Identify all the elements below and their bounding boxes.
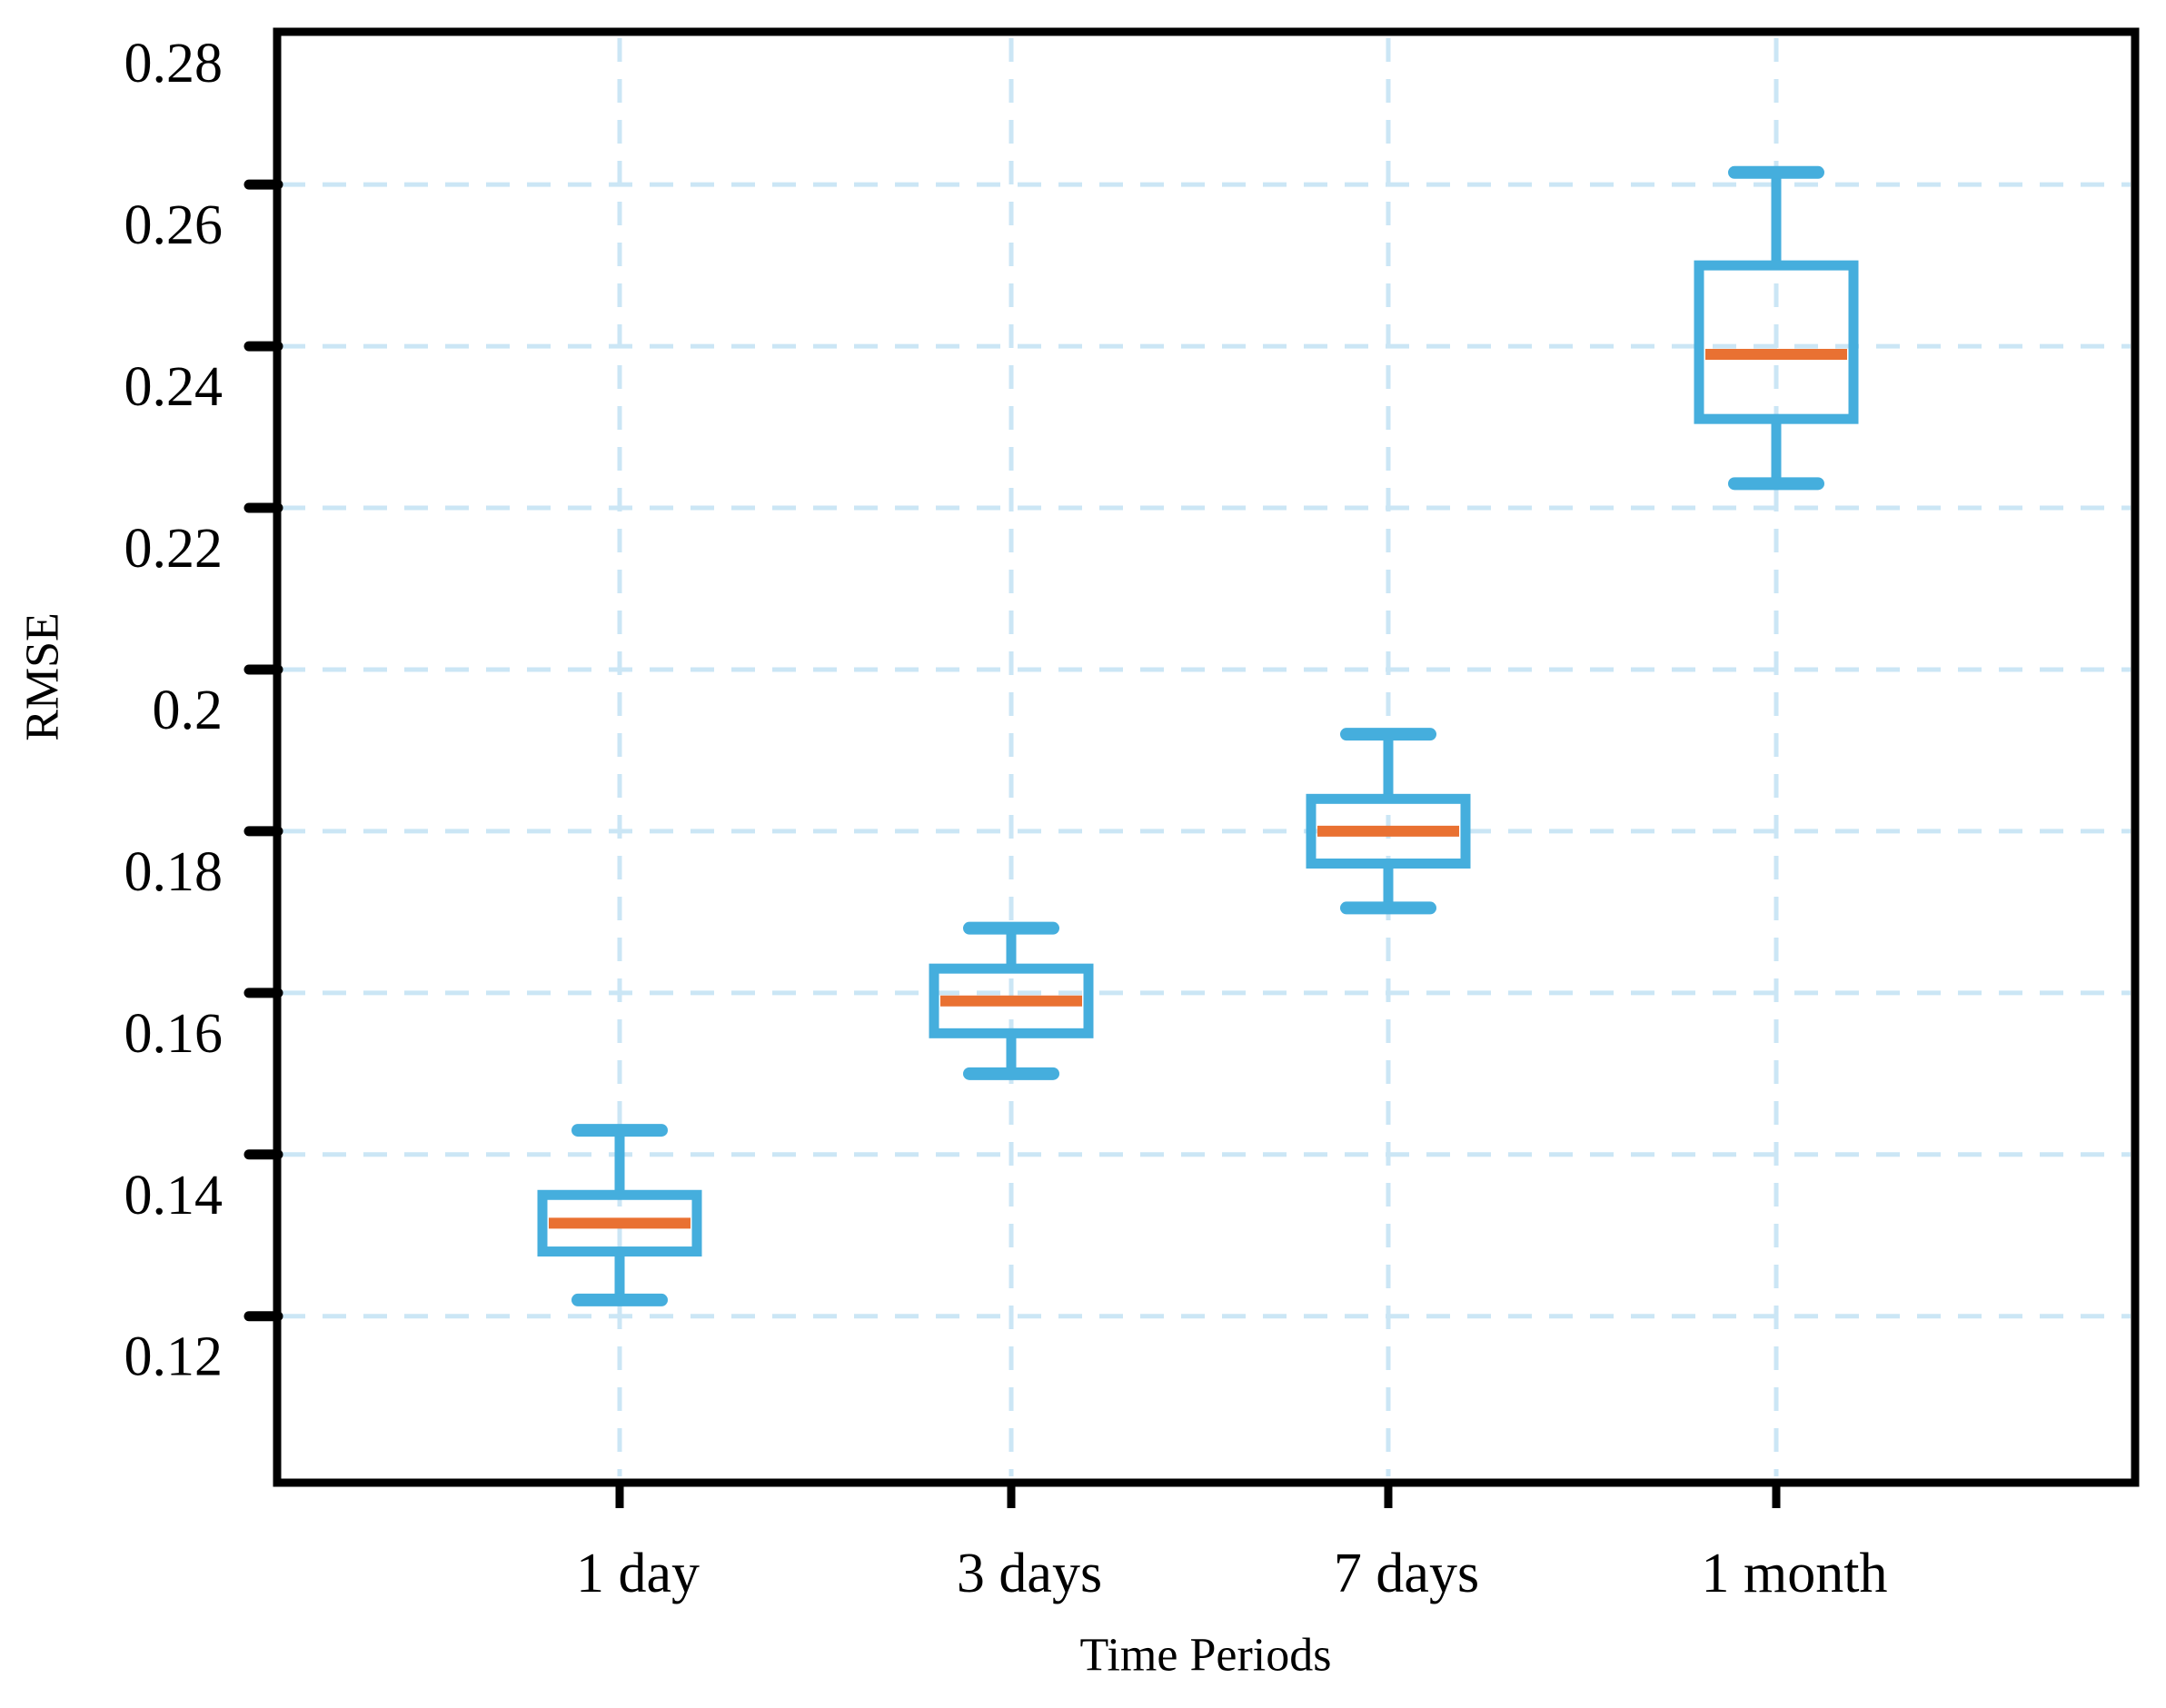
x-tick-label: 1 day: [576, 1543, 700, 1604]
y-tick-label: 0.12: [124, 1326, 224, 1388]
box: [1694, 260, 1859, 424]
y-tick-label: 0.18: [124, 841, 224, 903]
y-tick-label: 0.22: [124, 518, 224, 580]
x-tick-label: 1 month: [1702, 1543, 1888, 1604]
y-tick-label: 0.2: [153, 680, 224, 741]
y-tick-label: 0.24: [124, 356, 224, 418]
box: [929, 963, 1094, 1038]
x-axis-title: Time Periods: [1079, 1629, 1332, 1682]
y-axis-title: RMSE: [16, 612, 69, 741]
y-tick-label: 0.14: [124, 1165, 224, 1226]
x-tick-label: 7 days: [1334, 1543, 1479, 1604]
y-tick-label: 0.26: [124, 194, 224, 256]
y-tick-label: 0.16: [124, 1003, 224, 1065]
box: [537, 1189, 702, 1257]
box: [1306, 793, 1471, 869]
x-tick-label: 3 days: [957, 1543, 1102, 1604]
y-tick-label: 0.28: [124, 33, 224, 94]
plot-border: [273, 27, 2140, 1487]
